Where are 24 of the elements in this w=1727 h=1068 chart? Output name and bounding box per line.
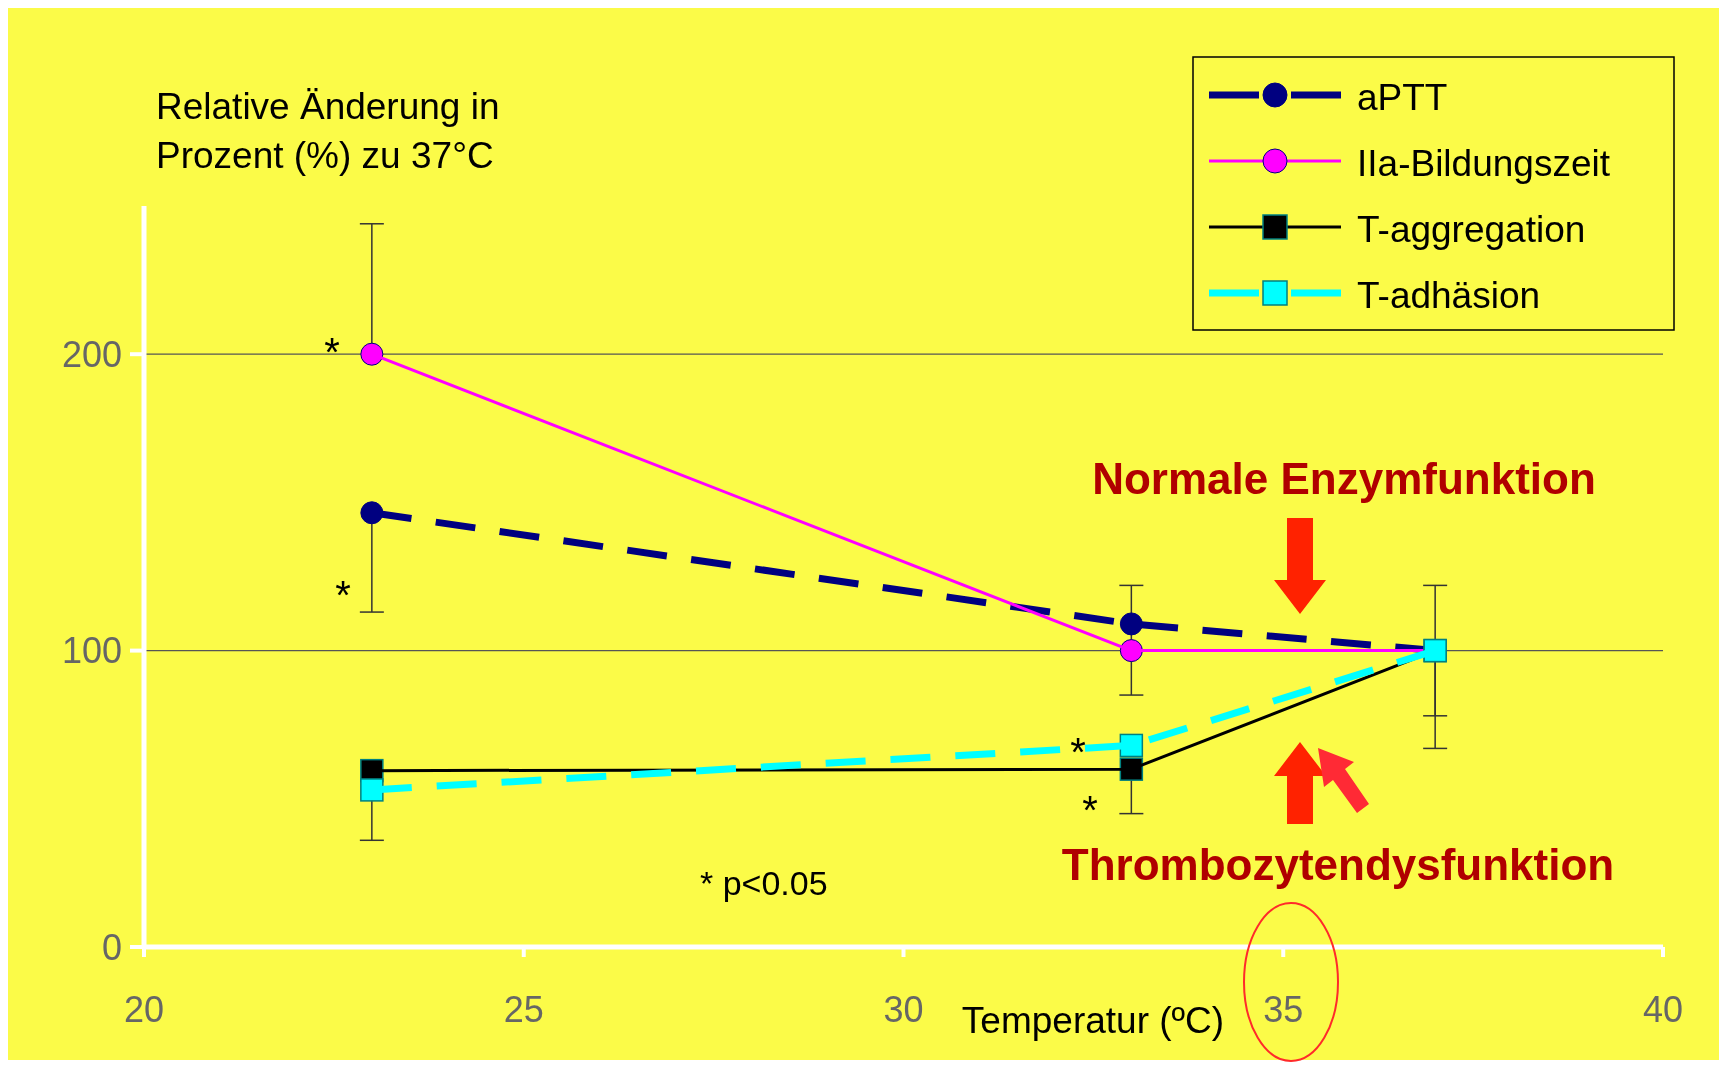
point: [360, 342, 384, 366]
y-tick-label: 100: [61, 630, 122, 672]
annotation: *: [335, 573, 351, 617]
x-tick-label: 35: [1263, 989, 1304, 1030]
y-tick-label: 200: [61, 333, 122, 375]
point: [1119, 733, 1144, 758]
annotation: *: [1082, 788, 1098, 832]
x-tick-label: 25: [503, 989, 544, 1030]
x-axis-title: Temperatur (ºC): [961, 1000, 1225, 1041]
legend-label: IIa-Bildungszeit: [1357, 142, 1611, 184]
annotation: Normale Enzymfunktion: [1092, 454, 1596, 503]
legend-label: T-adhäsion: [1357, 274, 1541, 316]
x-tick-label: 20: [123, 989, 165, 1030]
y-axis-title: Relative Änderung in Prozent (%) zu 37°C: [156, 86, 500, 176]
annotation: *: [1070, 730, 1086, 774]
annotation: *: [324, 330, 340, 374]
x-tick-label: 40: [1642, 989, 1684, 1030]
x-tick-label: 30: [883, 989, 924, 1030]
y-tick-label: 0: [101, 926, 122, 968]
point: [1119, 612, 1143, 636]
legend-label: T-aggregation: [1357, 208, 1586, 250]
annotation: * p<0.05: [700, 864, 828, 902]
legend-label: aPTT: [1357, 76, 1448, 118]
annotation: Thrombozytendysfunktion: [1061, 840, 1615, 889]
